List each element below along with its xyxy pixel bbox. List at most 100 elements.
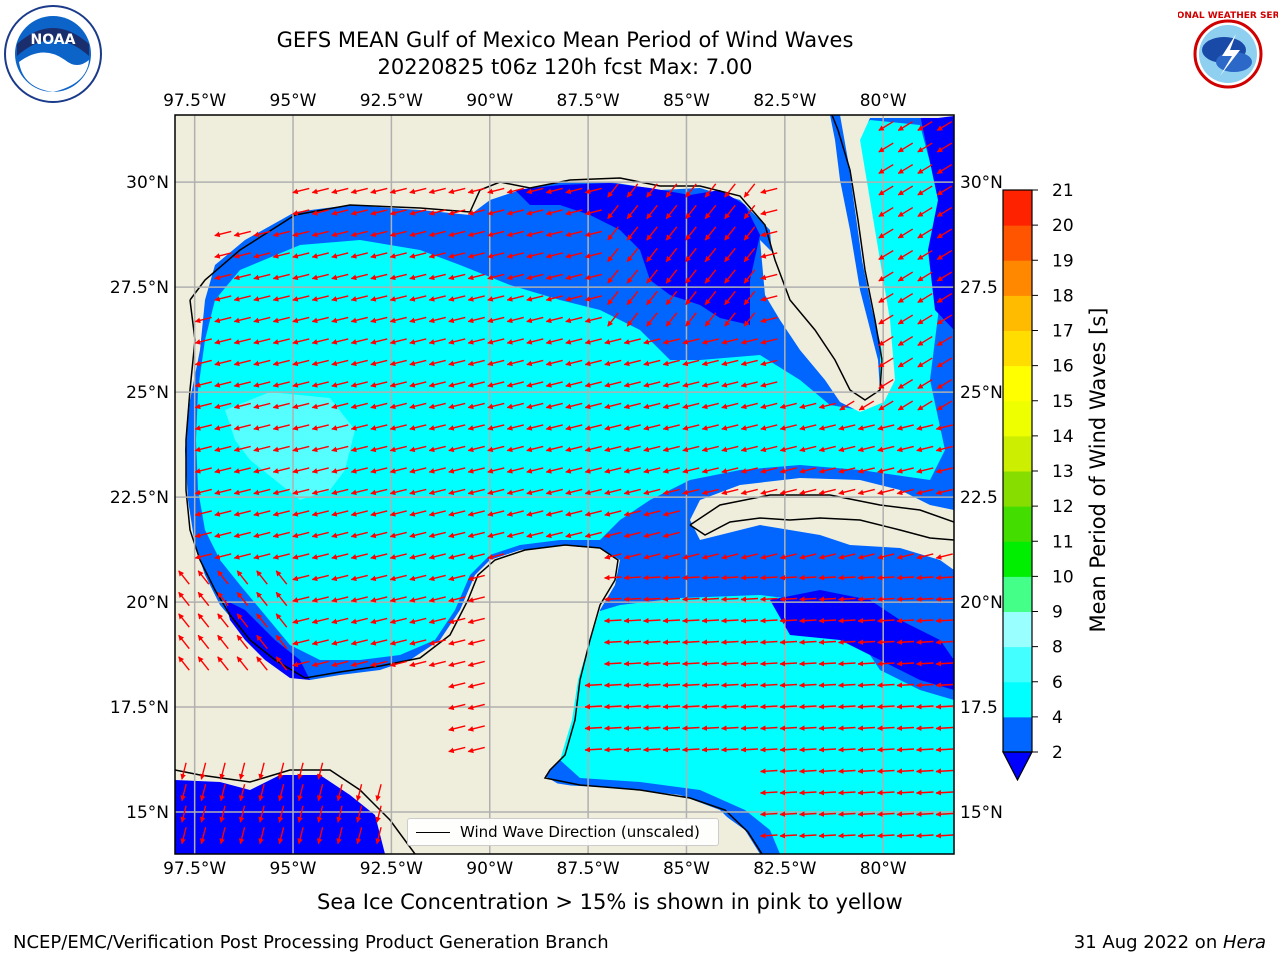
wave-direction-arrow — [272, 316, 290, 324]
wave-direction-arrow — [838, 553, 856, 560]
wave-direction-arrow — [389, 531, 407, 539]
footer-host: Hera — [1222, 932, 1266, 953]
wave-direction-arrow — [292, 660, 310, 668]
wave-direction-arrow — [565, 424, 583, 431]
wave-direction-arrow — [233, 273, 251, 281]
wave-direction-arrow — [623, 639, 642, 646]
wave-direction-arrow — [681, 574, 700, 581]
wave-direction-arrow — [506, 402, 524, 410]
colorbar-segment — [1003, 716, 1032, 753]
wave-direction-arrow — [743, 204, 756, 220]
wave-direction-arrow — [506, 381, 524, 388]
colorbar-segment — [1003, 611, 1032, 648]
wave-direction-arrow — [370, 531, 388, 539]
wave-direction-arrow — [798, 639, 817, 646]
wave-direction-arrow — [316, 827, 324, 845]
wave-direction-arrow — [258, 784, 265, 802]
lat-tick-left: 25°N — [126, 383, 169, 403]
wave-direction-arrow — [258, 827, 265, 845]
wave-direction-arrow — [253, 359, 271, 367]
wave-direction-arrow — [916, 445, 934, 453]
wave-direction-arrow — [646, 204, 658, 220]
wave-direction-arrow — [662, 639, 681, 646]
colorbar: 2 4 6 8 9 10 11 12 13 14 15 16 17 18 19 20 21 — [1002, 181, 1074, 782]
wave-direction-arrow — [506, 209, 524, 216]
wave-direction-arrow — [838, 445, 856, 453]
wave-direction-arrow — [759, 725, 778, 732]
wave-direction-arrow — [311, 467, 329, 474]
wave-direction-arrow — [197, 634, 210, 650]
wave-direction-arrow — [389, 639, 407, 646]
wave-direction-arrow — [643, 467, 661, 474]
wave-direction-arrow — [236, 570, 249, 585]
wave-direction-arrow — [759, 746, 778, 753]
water-band-4-6 — [196, 120, 945, 660]
wave-direction-arrow — [760, 209, 778, 216]
wave-direction-arrow — [665, 183, 678, 198]
wave-direction-arrow — [311, 338, 329, 345]
colorbar-tick-label: 18 — [1052, 286, 1074, 306]
wave-direction-arrow — [311, 402, 329, 410]
wave-direction-arrow — [760, 230, 778, 238]
wave-direction-arrow — [681, 746, 700, 753]
wave-direction-arrow — [743, 183, 756, 198]
wave-direction-arrow — [467, 424, 485, 431]
wave-direction-arrow — [936, 400, 953, 411]
wave-direction-arrow — [197, 591, 210, 607]
wave-direction-arrow — [194, 531, 212, 539]
wave-direction-arrow — [370, 402, 388, 410]
wave-direction-arrow — [545, 252, 563, 259]
wave-direction-arrow — [253, 295, 271, 302]
wave-direction-arrow — [487, 531, 505, 539]
wave-direction-arrow — [292, 209, 310, 216]
wave-direction-arrow — [467, 359, 485, 367]
wave-direction-arrow — [506, 338, 524, 345]
wave-direction-arrow — [724, 269, 736, 284]
wave-direction-arrow — [779, 811, 798, 818]
wave-direction-arrow — [837, 639, 856, 646]
wave-direction-arrow — [857, 703, 876, 710]
wave-direction-arrow — [896, 811, 915, 818]
wave-direction-arrow — [448, 295, 466, 302]
wave-direction-arrow — [720, 682, 739, 689]
wave-direction-arrow — [409, 187, 427, 195]
wave-direction-arrow — [818, 445, 836, 453]
wave-direction-arrow — [701, 639, 720, 646]
wave-direction-arrow — [779, 746, 798, 753]
wave-direction-arrow — [350, 273, 368, 281]
wave-direction-arrow — [389, 209, 407, 216]
wave-direction-arrow — [662, 617, 681, 624]
wave-direction-arrow — [818, 789, 837, 796]
wave-direction-arrow — [857, 445, 875, 453]
wave-direction-arrow — [798, 832, 817, 839]
wave-direction-arrow — [916, 553, 934, 560]
wave-direction-arrow — [623, 445, 641, 453]
wave-direction-arrow — [331, 359, 349, 367]
wave-direction-arrow — [331, 187, 349, 195]
wave-direction-arrow — [740, 682, 759, 689]
wave-direction-arrow — [721, 553, 739, 560]
wave-direction-arrow — [896, 789, 915, 796]
wave-direction-arrow — [370, 553, 388, 560]
wave-direction-arrow — [935, 467, 953, 474]
wave-direction-arrow — [935, 789, 954, 796]
wave-direction-arrow — [857, 467, 875, 474]
wave-direction-arrow — [799, 424, 817, 431]
lat-tick-right: 30°N — [960, 173, 1003, 193]
wave-direction-arrow — [701, 488, 719, 496]
wave-direction-arrow — [878, 206, 894, 218]
wave-direction-arrow — [565, 295, 583, 302]
wave-direction-arrow — [759, 703, 778, 710]
wave-direction-arrow — [704, 204, 717, 220]
wave-direction-arrow — [857, 660, 876, 667]
wave-direction-arrow — [428, 187, 446, 195]
wave-direction-arrow — [311, 381, 329, 388]
wave-direction-arrow — [256, 634, 268, 650]
wave-direction-arrow — [311, 187, 329, 195]
wave-direction-arrow — [936, 163, 953, 175]
wave-direction-arrow — [818, 811, 837, 818]
wave-direction-arrow — [681, 617, 700, 624]
wave-direction-arrow — [877, 467, 895, 474]
colorbar-segment — [1003, 295, 1032, 331]
wave-direction-arrow — [915, 789, 934, 796]
